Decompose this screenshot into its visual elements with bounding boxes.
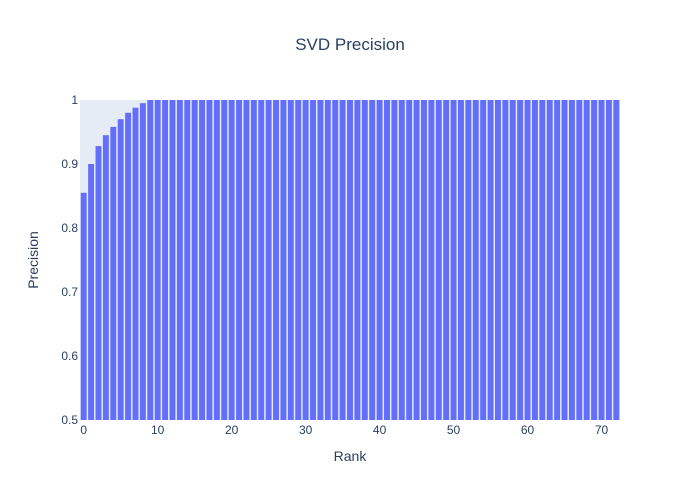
bar-rank-62 (539, 100, 546, 420)
bar-rank-16 (199, 100, 206, 420)
bar-rank-49 (443, 100, 450, 420)
bar-rank-71 (605, 100, 612, 420)
bar-rank-56 (494, 100, 501, 420)
y-axis-ticks: 0.5 0.6 0.7 0.8 0.9 1 (61, 93, 78, 427)
bar-rank-33 (324, 100, 331, 420)
x-axis-title: Rank (334, 448, 368, 464)
y-tick-label: 0.8 (61, 221, 78, 235)
bar-rank-60 (524, 100, 531, 420)
bar-rank-66 (568, 100, 575, 420)
bar-rank-69 (591, 100, 598, 420)
bar-rank-31 (310, 100, 316, 420)
y-tick-label: 0.7 (61, 285, 78, 299)
bar-rank-48 (435, 100, 442, 420)
bar-rank-45 (413, 100, 420, 420)
x-tick-label: 70 (595, 423, 609, 437)
bar-rank-42 (391, 100, 398, 420)
bar-rank-65 (561, 100, 568, 420)
bar-rank-47 (428, 100, 435, 420)
bar-rank-10 (154, 100, 161, 420)
bar-rank-59 (517, 100, 524, 420)
bar-rank-25 (265, 100, 272, 420)
bars-group (80, 100, 620, 421)
bar-rank-27 (280, 100, 287, 420)
x-tick-label: 50 (447, 423, 461, 437)
bar-rank-50 (450, 100, 457, 420)
bar-rank-18 (213, 100, 220, 420)
bar-rank-44 (406, 100, 413, 420)
bar-rank-57 (502, 100, 509, 420)
bar-rank-32 (317, 100, 324, 420)
bar-rank-72 (613, 100, 620, 420)
bar-rank-43 (398, 100, 405, 420)
y-tick-label: 0.9 (61, 157, 78, 171)
bar-rank-54 (480, 100, 487, 420)
bar-rank-23 (250, 100, 257, 420)
bar-rank-36 (347, 100, 353, 420)
y-tick-label: 0.6 (61, 349, 78, 363)
bar-rank-61 (531, 100, 538, 420)
bar-rank-40 (376, 100, 383, 420)
x-tick-label: 30 (299, 423, 313, 437)
bar-rank-6 (125, 112, 132, 421)
bar-rank-37 (354, 100, 361, 420)
bar-rank-21 (236, 100, 242, 420)
y-tick-label: 0.5 (61, 413, 78, 427)
bar-rank-29 (295, 100, 302, 420)
x-tick-label: 40 (373, 423, 387, 437)
bar-rank-55 (487, 100, 494, 420)
x-tick-label: 0 (80, 423, 87, 437)
bar-rank-35 (339, 100, 346, 420)
bar-rank-12 (169, 100, 176, 420)
bar-rank-41 (384, 100, 390, 420)
bar-rank-8 (139, 103, 146, 420)
bar-rank-53 (472, 100, 479, 420)
x-tick-label: 60 (521, 423, 535, 437)
bar-rank-13 (176, 100, 183, 420)
bar-rank-34 (332, 100, 339, 420)
bar-rank-0 (80, 192, 87, 420)
bar-rank-30 (302, 100, 309, 420)
x-tick-label: 10 (151, 423, 165, 437)
bar-rank-51 (458, 100, 464, 420)
bar-rank-63 (546, 100, 553, 420)
bar-rank-15 (191, 100, 198, 420)
bar-rank-7 (132, 107, 139, 421)
bar-rank-46 (421, 100, 427, 420)
bar-rank-52 (465, 100, 472, 420)
bar-rank-3 (102, 135, 109, 420)
bar-rank-68 (583, 100, 590, 420)
bar-rank-38 (361, 100, 368, 420)
bar-rank-20 (228, 100, 235, 420)
bar-rank-17 (206, 100, 213, 420)
x-tick-label: 20 (225, 423, 239, 437)
bar-rank-28 (287, 100, 294, 420)
x-axis-ticks: 0 10 20 30 40 50 60 70 (80, 423, 608, 437)
y-tick-label: 1 (71, 93, 78, 107)
bar-rank-5 (117, 119, 124, 420)
bar-rank-64 (554, 100, 561, 420)
bar-rank-14 (184, 100, 191, 420)
bar-rank-26 (273, 100, 279, 420)
y-axis-title: Precision (25, 231, 41, 289)
bar-rank-70 (598, 100, 605, 420)
bar-rank-11 (162, 100, 169, 420)
bar-rank-67 (576, 100, 583, 420)
bar-rank-58 (509, 100, 516, 420)
bar-rank-22 (243, 100, 250, 420)
chart-title: SVD Precision (295, 35, 405, 54)
bar-rank-9 (147, 100, 154, 420)
bar-rank-39 (369, 100, 376, 420)
bar-rank-2 (95, 146, 102, 420)
bar-rank-24 (258, 100, 265, 420)
bar-rank-19 (221, 100, 228, 420)
bar-rank-1 (88, 164, 95, 420)
bar-rank-4 (110, 126, 117, 420)
